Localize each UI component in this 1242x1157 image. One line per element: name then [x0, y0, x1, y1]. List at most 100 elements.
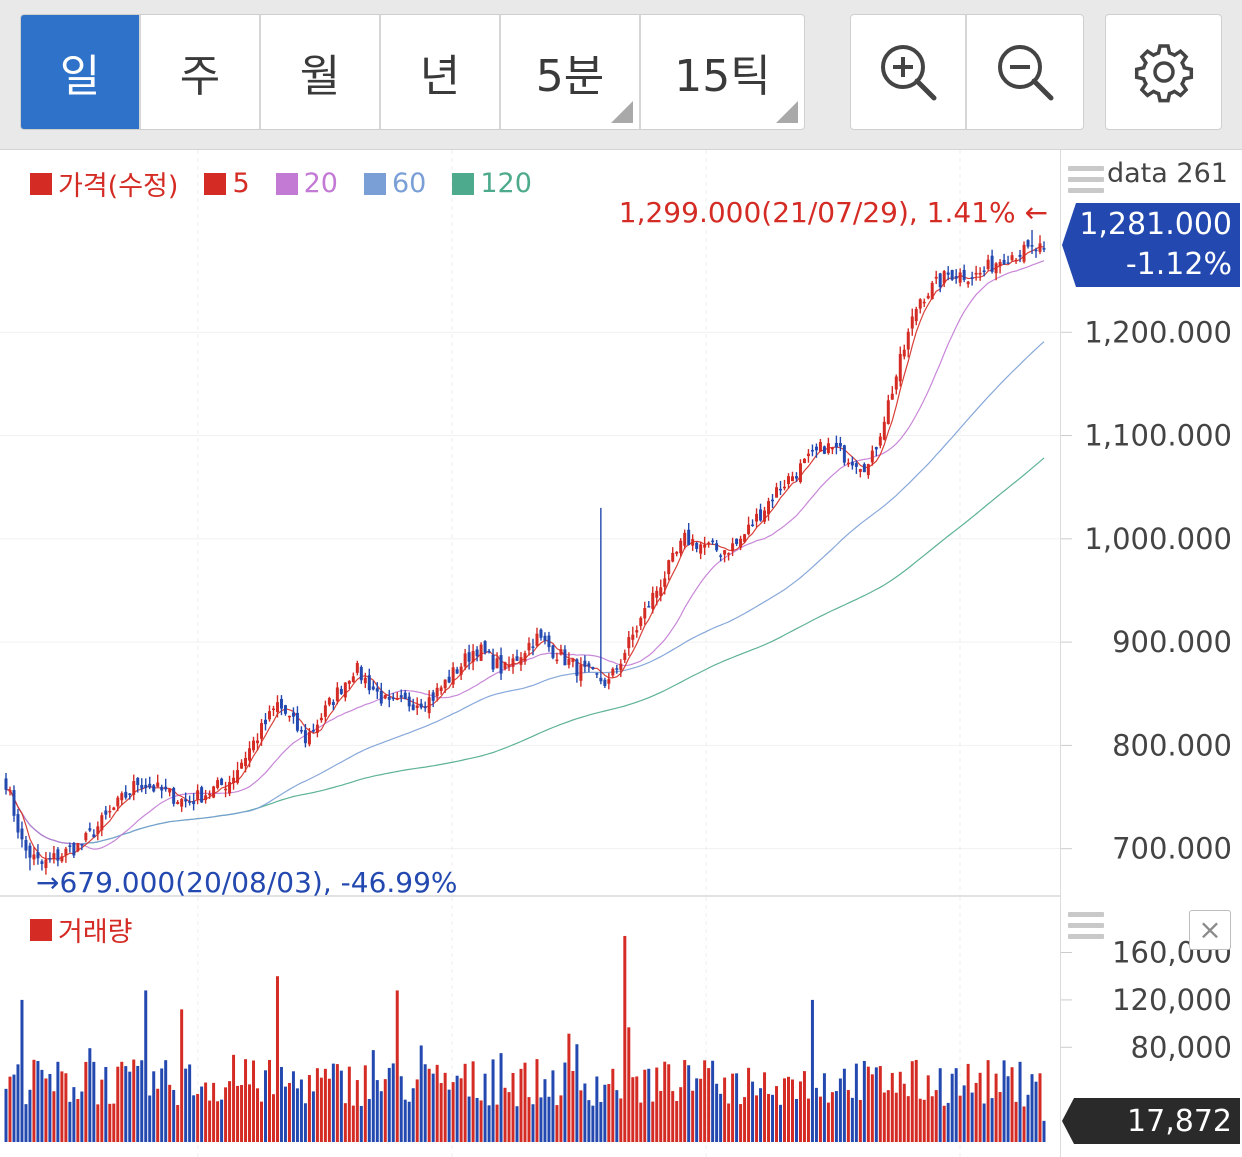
candle-body	[723, 550, 727, 555]
volume-bar	[228, 1081, 232, 1142]
volume-legend: 거래량	[30, 910, 133, 949]
candle-body	[299, 730, 303, 732]
legend-item-ma60[interactable]: 60	[363, 168, 426, 199]
price-axis-tick-label: 900.000	[1112, 625, 1232, 659]
price-panel-menu-icon[interactable]	[1068, 166, 1104, 198]
volume-bar	[603, 1084, 607, 1142]
legend-item-ma20[interactable]: 20	[275, 168, 338, 199]
volume-panel-menu-icon[interactable]	[1068, 912, 1104, 944]
candle-body	[184, 799, 188, 802]
volume-bar	[72, 1087, 76, 1142]
volume-bar	[176, 1105, 180, 1142]
volume-bar	[140, 1060, 144, 1142]
candle-body	[128, 793, 132, 795]
volume-bar	[367, 1099, 371, 1142]
candle-body	[874, 447, 878, 450]
volume-bar	[303, 1103, 307, 1142]
candle-body	[200, 787, 204, 803]
ma5-line	[5, 245, 1045, 860]
volume-bar	[455, 1075, 459, 1142]
volume-bar	[164, 1060, 168, 1142]
volume-bar	[403, 1099, 407, 1142]
volume-bar	[998, 1092, 1002, 1142]
candle-body	[1022, 244, 1026, 262]
volume-bar	[950, 1073, 954, 1142]
legend-item-ma5[interactable]: 5	[204, 168, 250, 199]
candle-body	[631, 634, 635, 640]
candle-body	[168, 788, 172, 793]
period-week-button[interactable]: 주	[141, 15, 259, 129]
volume-bar	[814, 1087, 818, 1142]
ma60-line	[5, 341, 1045, 845]
period-day-button[interactable]: 일	[21, 15, 139, 129]
volume-bar	[136, 1065, 140, 1142]
legend-item-ma120[interactable]: 120	[452, 168, 532, 199]
candle-body	[942, 271, 946, 284]
volume-bar	[870, 1074, 874, 1142]
candle-body	[228, 782, 232, 794]
period-tick-dropdown[interactable]: 15틱	[641, 15, 804, 129]
volume-bar	[507, 1092, 511, 1142]
volume-bar	[359, 1105, 363, 1142]
candle-body	[260, 723, 263, 739]
volume-bar	[958, 1095, 962, 1142]
candle-body	[343, 682, 347, 698]
volume-bar	[810, 999, 814, 1142]
period-year-button[interactable]: 년	[381, 15, 499, 129]
price-axis-tick-label: 1,000.000	[1084, 522, 1232, 556]
candle-body	[810, 450, 814, 452]
volume-bar	[942, 1105, 946, 1142]
close-volume-panel-button[interactable]: ×	[1189, 910, 1231, 950]
volume-bar	[172, 1089, 176, 1142]
settings-button[interactable]	[1106, 15, 1221, 129]
candle-body	[4, 778, 8, 790]
volume-bar	[196, 1093, 200, 1142]
candle-body	[575, 659, 579, 676]
candle-body	[32, 854, 36, 860]
candle-body	[986, 259, 990, 270]
volume-bar	[882, 1092, 886, 1142]
volume-bar	[295, 1088, 299, 1142]
volume-bar	[747, 1067, 751, 1142]
period-minute-dropdown[interactable]: 5분	[501, 15, 639, 129]
candle-body	[914, 309, 918, 322]
zoom-out-button[interactable]	[967, 15, 1083, 129]
candle-body	[311, 730, 315, 732]
volume-bar	[699, 1078, 703, 1142]
candle-body	[224, 788, 228, 791]
candle-body	[76, 842, 80, 852]
volume-bar	[890, 1072, 894, 1142]
candle-body	[339, 689, 343, 694]
price-axis-tick-label: 700.000	[1112, 832, 1232, 866]
candle-body	[890, 393, 894, 400]
volume-bar	[1042, 1120, 1046, 1142]
candle-body	[112, 807, 116, 810]
zoom-in-button[interactable]	[851, 15, 966, 129]
volume-bar	[771, 1094, 775, 1142]
candle-body	[735, 538, 739, 545]
candle-body	[862, 464, 866, 473]
volume-bar	[906, 1096, 910, 1142]
period-month-button[interactable]: 월	[261, 15, 379, 129]
volume-bar	[104, 1066, 108, 1142]
volume-bar	[854, 1063, 858, 1142]
volume-bar	[471, 1061, 475, 1142]
volume-bar	[787, 1076, 790, 1142]
volume-bar	[279, 1067, 283, 1142]
volume-bar	[842, 1068, 846, 1142]
volume-bar	[56, 1061, 60, 1142]
volume-bar	[595, 1076, 599, 1142]
candle-body	[1006, 262, 1010, 264]
volume-bar	[806, 1098, 810, 1142]
volume-bar	[427, 1068, 431, 1142]
candle-body	[990, 255, 994, 272]
price-chart[interactable]: 1,200.000 1,100.000 1,000.000 900.000 800.00…	[0, 150, 1242, 896]
current-price-tag: 1,281.000 -1.12%	[1062, 203, 1240, 287]
volume-bar	[240, 1085, 244, 1142]
candle-body	[695, 542, 699, 549]
legend-item-price[interactable]: 가격(수정)	[30, 164, 178, 203]
volume-bar	[459, 1078, 463, 1142]
volume-bar	[391, 1063, 395, 1142]
volume-bar	[76, 1098, 80, 1142]
